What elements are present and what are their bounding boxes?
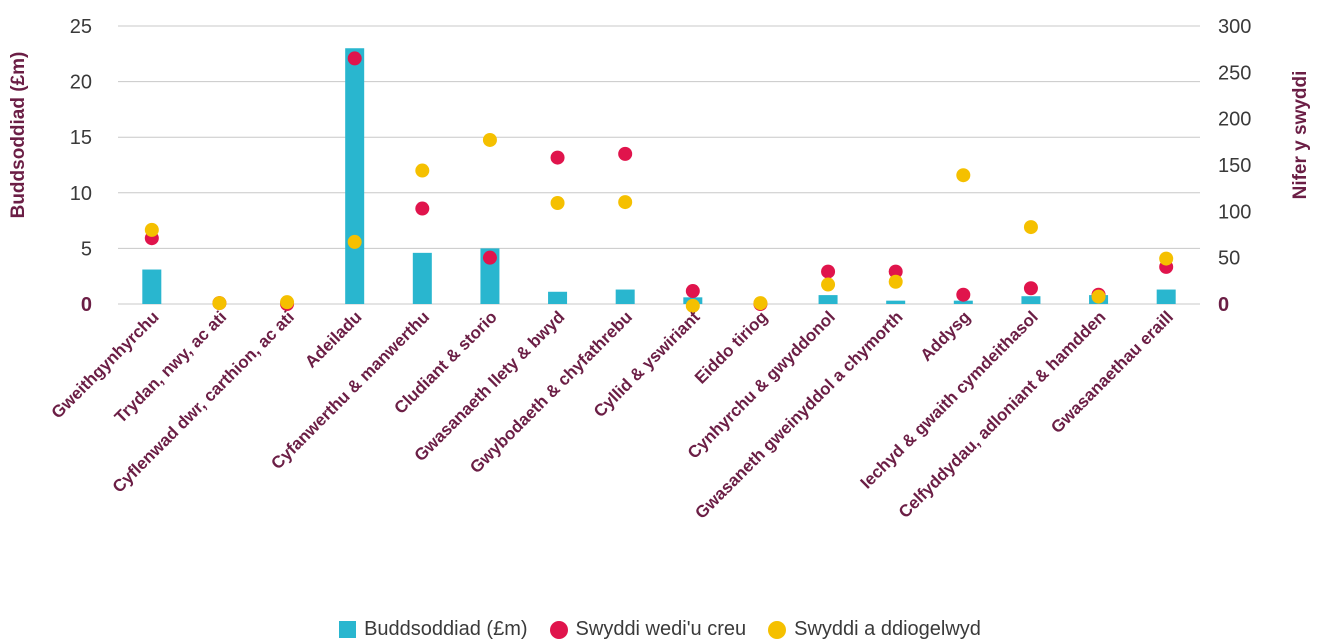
data-point	[550, 150, 565, 165]
data-point	[1091, 289, 1106, 304]
data-point	[618, 146, 633, 161]
saved-jobs-series	[144, 132, 1174, 313]
left-tick-label: 10	[70, 183, 92, 205]
data-point	[1023, 220, 1038, 235]
legend-item-investment: Buddsoddiad (£m)	[339, 618, 528, 641]
data-point	[482, 250, 497, 265]
left-tick-label: 25	[70, 16, 92, 38]
legend-swatch-saved	[768, 620, 787, 639]
right-tick-label: 50	[1218, 248, 1240, 270]
right-axis-title: Nifer y swyddi	[1290, 71, 1311, 200]
legend-swatch-created	[549, 620, 568, 639]
data-point	[347, 51, 362, 66]
left-tick-label: 15	[70, 127, 92, 149]
data-point	[415, 163, 430, 178]
bar	[615, 289, 635, 304]
data-point	[1159, 251, 1174, 266]
legend-swatch-investment	[339, 621, 357, 638]
left-axis-ticks: 0 5 10 15 20 25	[70, 16, 92, 316]
data-point	[821, 277, 836, 292]
data-point	[753, 296, 768, 311]
left-tick-label: 20	[70, 72, 92, 94]
bar	[412, 252, 432, 304]
data-point	[347, 234, 362, 249]
bar	[1156, 289, 1176, 304]
legend-label-created: Swyddi wedi'u creu	[575, 618, 747, 640]
legend-item-created: Swyddi wedi'u creu	[549, 618, 747, 641]
category-label: Trydan, nwy, ac ati	[111, 307, 230, 426]
data-point	[618, 195, 633, 210]
category-label: Gwasanaethau eraill	[1047, 307, 1177, 437]
data-point	[956, 287, 971, 302]
data-point	[280, 295, 295, 310]
legend: Buddsoddiad (£m) Swyddi wedi'u creu Swyd…	[0, 618, 1320, 641]
data-point	[888, 274, 903, 289]
data-point	[550, 195, 565, 210]
data-point	[956, 168, 971, 183]
bar	[1021, 296, 1041, 304]
data-point	[685, 284, 700, 299]
legend-label-saved: Swyddi a ddiogelwyd	[794, 618, 981, 640]
right-tick-label: 300	[1218, 16, 1251, 38]
right-tick-label: 250	[1218, 62, 1251, 84]
right-tick-label: 100	[1218, 201, 1251, 223]
right-tick-label: 200	[1218, 109, 1251, 131]
data-point	[144, 222, 159, 237]
left-tick-label: 0	[81, 294, 92, 316]
bar	[953, 300, 973, 304]
right-tick-label: 150	[1218, 155, 1251, 177]
category-label: Addysg	[917, 307, 975, 365]
category-label: Adeiladu	[301, 307, 365, 371]
data-point	[482, 132, 497, 147]
data-point	[888, 264, 903, 279]
legend-label-investment: Buddsoddiad (£m)	[364, 618, 528, 640]
bar	[818, 295, 838, 304]
created-jobs-series	[144, 51, 1174, 311]
bar	[142, 269, 162, 304]
gridlines	[118, 25, 1200, 305]
bar-series	[142, 48, 1176, 304]
bar	[345, 48, 365, 304]
left-axis-title: Buddsoddiad (£m)	[8, 52, 29, 219]
data-point	[1023, 281, 1038, 296]
data-point	[821, 264, 836, 279]
data-point	[685, 298, 700, 313]
data-point	[415, 201, 430, 216]
legend-item-saved: Swyddi a ddiogelwyd	[768, 618, 981, 641]
data-point	[212, 296, 227, 311]
bar	[886, 300, 906, 304]
right-tick-label: 0	[1218, 294, 1229, 316]
left-tick-label: 5	[81, 238, 92, 260]
right-axis-ticks: 0 50 100 150 200 250 300	[1218, 16, 1251, 316]
bar	[548, 291, 568, 304]
